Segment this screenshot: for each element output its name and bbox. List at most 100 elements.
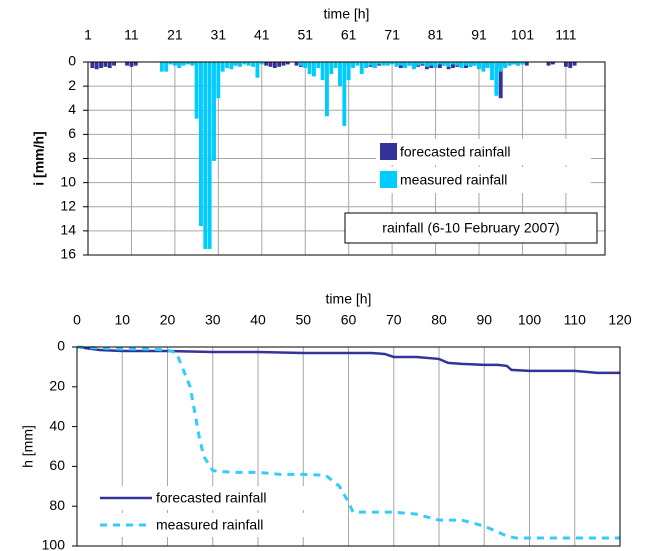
bar <box>346 62 351 81</box>
bar <box>520 62 525 65</box>
legend-swatch <box>380 171 397 188</box>
bar <box>550 62 555 65</box>
bar <box>511 62 516 65</box>
bar <box>459 62 464 69</box>
y-tick-label: 40 <box>49 417 65 433</box>
x-tick-label: 21 <box>167 27 183 43</box>
bar <box>246 62 251 66</box>
x-tick-label: 100 <box>518 312 542 328</box>
x-tick-label: 111 <box>555 27 576 43</box>
bar <box>390 62 395 65</box>
bar <box>490 62 494 81</box>
x-tick-label: 0 <box>73 312 81 328</box>
bar <box>407 62 412 66</box>
x-tick-label: 90 <box>476 312 492 328</box>
bar <box>181 62 186 66</box>
y-axis-title: i [mm/h] <box>31 131 47 185</box>
bar <box>112 62 117 66</box>
bar <box>424 62 429 67</box>
bar <box>103 62 108 67</box>
bar <box>416 62 421 66</box>
bar <box>342 62 347 126</box>
y-tick-label: 0 <box>57 338 65 354</box>
x-axis-title: time [h] <box>326 291 372 307</box>
bar <box>216 62 221 99</box>
bar <box>494 62 499 96</box>
bar <box>107 62 112 69</box>
bar <box>372 62 377 69</box>
legend-label: measured rainfall <box>156 517 263 533</box>
line <box>76 345 620 375</box>
bar <box>259 62 264 65</box>
bar <box>272 62 277 69</box>
bar <box>485 62 490 69</box>
x-tick-label: 61 <box>341 27 357 43</box>
legend-label: forecasted rainfall <box>400 144 511 160</box>
bar <box>268 62 273 67</box>
bar <box>307 62 312 75</box>
bar <box>381 62 386 66</box>
bar <box>199 62 203 227</box>
bar <box>385 62 390 66</box>
bar <box>177 62 182 69</box>
bar <box>398 62 403 66</box>
bar <box>429 62 434 66</box>
bar <box>355 62 360 66</box>
plot-frame <box>76 346 621 547</box>
y-tick-label: 6 <box>68 125 76 141</box>
bar <box>411 62 416 70</box>
y-tick-label: 60 <box>49 457 65 473</box>
bar <box>368 62 373 66</box>
y-tick-label: 20 <box>49 378 65 394</box>
x-tick-label: 101 <box>511 27 535 43</box>
y-tick-label: 0 <box>68 53 76 69</box>
bar <box>351 62 355 69</box>
bar <box>455 62 460 66</box>
x-tick-label: 10 <box>114 312 130 328</box>
bar <box>572 62 577 66</box>
bar <box>172 62 177 66</box>
x-tick-label: 41 <box>254 27 270 43</box>
bar <box>333 62 338 69</box>
x-tick-label: 80 <box>431 312 447 328</box>
bar <box>125 62 130 66</box>
bar <box>168 62 173 65</box>
bar <box>325 62 329 117</box>
bar <box>433 62 438 69</box>
bar <box>212 62 216 161</box>
y-tick-label: 16 <box>60 246 76 262</box>
bar <box>563 62 568 67</box>
x-tick-label: 50 <box>295 312 311 328</box>
y-tick-label: 12 <box>60 197 76 213</box>
bar <box>94 62 99 70</box>
bar <box>242 62 247 65</box>
bar <box>477 62 481 70</box>
y-tick-label: 10 <box>60 173 76 189</box>
bar <box>294 62 299 66</box>
y-tick-label: 4 <box>68 101 76 117</box>
bar <box>233 62 238 66</box>
legend-label: forecasted rainfall <box>156 490 267 506</box>
bar <box>185 62 190 65</box>
bar <box>225 62 229 69</box>
bar <box>498 62 503 72</box>
x-tick-label: 31 <box>211 27 227 43</box>
bar <box>255 62 260 78</box>
x-tick-label: 110 <box>564 312 587 328</box>
x-tick-label: 40 <box>250 312 266 328</box>
bar <box>277 62 282 67</box>
bar <box>264 62 269 66</box>
bar <box>285 62 290 65</box>
bar <box>524 62 529 66</box>
bar <box>99 62 103 69</box>
bar <box>251 62 256 67</box>
x-tick-label: 1 <box>84 27 92 43</box>
y-tick-label: 100 <box>42 537 66 551</box>
bar <box>207 62 212 249</box>
bar <box>303 62 308 69</box>
annotation: rainfall (6-10 February 2007) <box>382 220 559 236</box>
bar <box>164 62 169 72</box>
y-tick-label: 14 <box>60 222 76 238</box>
x-tick-label: 81 <box>428 27 444 43</box>
x-tick-label: 120 <box>608 312 632 328</box>
